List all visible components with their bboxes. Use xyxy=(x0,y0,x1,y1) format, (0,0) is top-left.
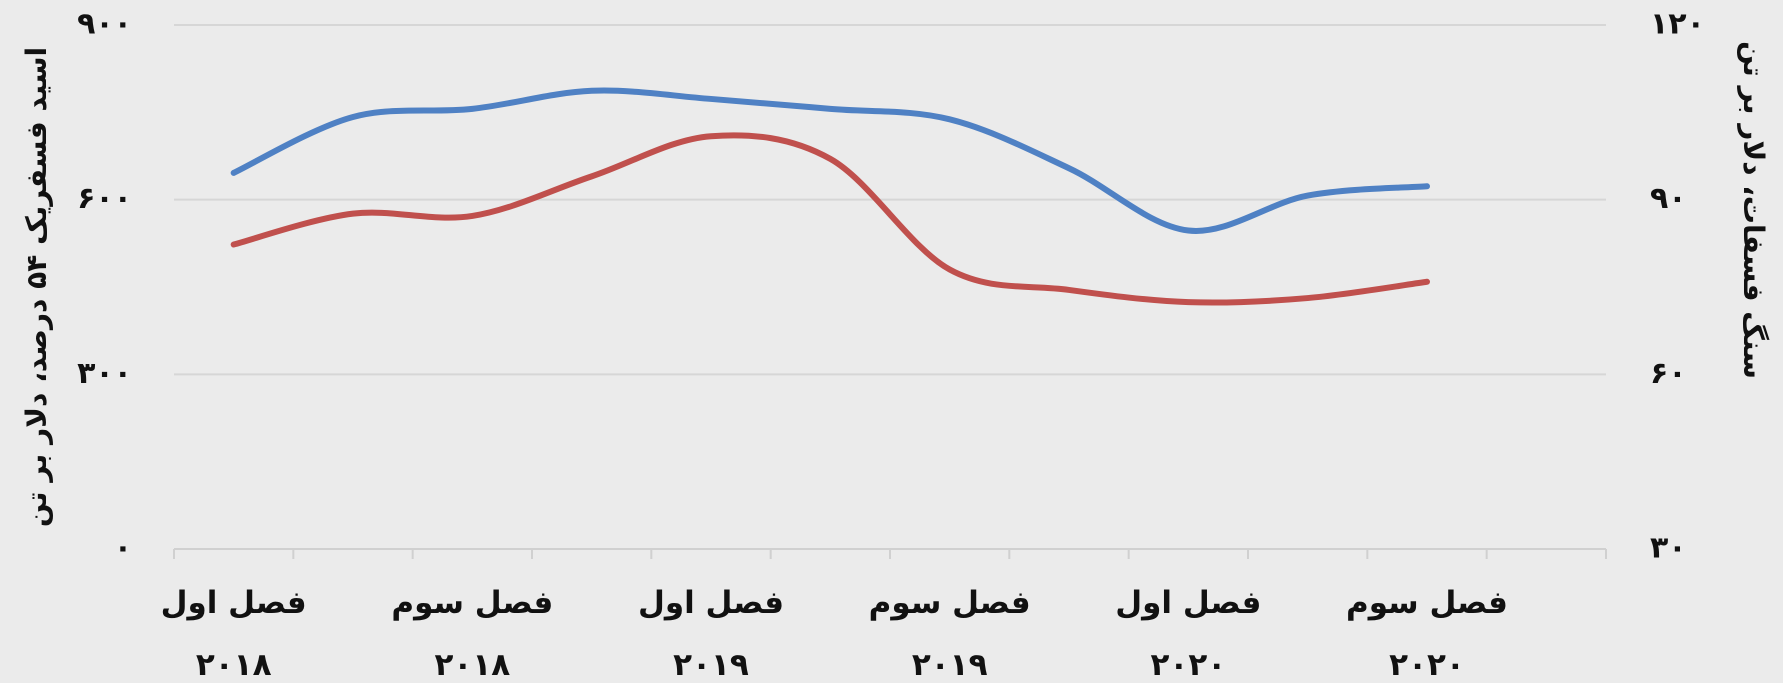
y-tick-label: ۹۰۰ xyxy=(77,7,132,42)
y-axis-title: اسید فسفریک ۵۴ درصد، دلار بر تن xyxy=(20,47,53,527)
x-tick-label: فصل اول ۲۰۱۸ xyxy=(160,585,307,683)
y2-tick-label: ۳۰ xyxy=(1650,531,1687,566)
y2-axis-title: سنگ فسفات، دلار بر تن xyxy=(1737,41,1770,379)
x-tick-label: فصل اول ۲۰۲۰ xyxy=(1115,585,1262,683)
y-tick-label: ۰ xyxy=(114,531,132,566)
x-tick-label: فصل سوم ۲۰۲۰ xyxy=(1346,585,1508,683)
x-tick-label: فصل اول ۲۰۱۹ xyxy=(637,585,785,683)
y2-tick-label: ۱۲۰ xyxy=(1650,7,1705,42)
y-tick-label: ۶۰۰ xyxy=(77,181,132,216)
x-tick-label: فصل سوم ۲۰۱۹ xyxy=(868,585,1031,683)
y2-tick-label: ۹۰ xyxy=(1650,181,1687,216)
line-series xyxy=(230,87,1430,234)
y-tick-label: ۳۰۰ xyxy=(77,356,132,391)
x-tick-label: فصل سوم ۲۰۱۸ xyxy=(391,585,554,683)
line-series xyxy=(230,132,1430,306)
y2-tick-label: ۶۰ xyxy=(1650,356,1687,391)
